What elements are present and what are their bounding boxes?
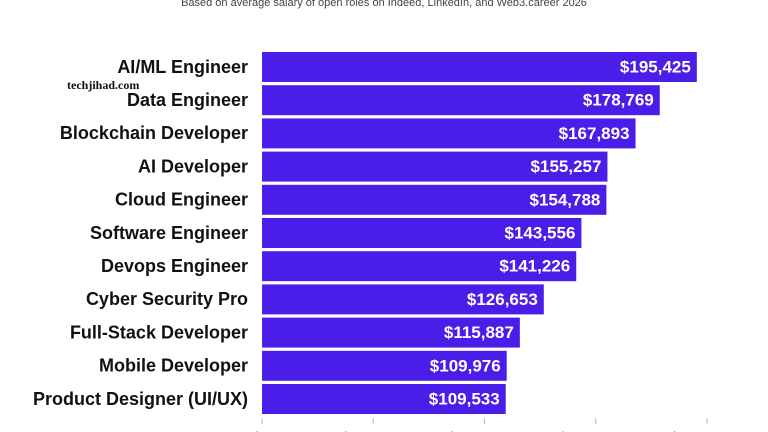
y-tick-label: Data Engineer — [127, 90, 248, 110]
bar — [262, 184, 607, 215]
y-tick-label: Devops Engineer — [101, 256, 248, 276]
x-tick-label: $0 — [252, 429, 272, 432]
bar — [262, 118, 636, 149]
bar — [262, 284, 544, 315]
value-label: $126,653 — [467, 290, 538, 309]
bar — [262, 350, 507, 381]
bar — [262, 151, 608, 182]
value-label: $155,257 — [531, 157, 602, 176]
y-tick-label: Full-Stack Developer — [70, 322, 248, 342]
value-label: $109,976 — [430, 356, 501, 375]
y-tick-label: Product Designer (UI/UX) — [33, 389, 248, 409]
y-tick-label: Cloud Engineer — [115, 190, 248, 210]
value-label: $167,893 — [559, 124, 630, 143]
chart-subtitle: Based on average salary of open roles on… — [181, 0, 587, 9]
y-tick-label: AI/ML Engineer — [117, 57, 248, 77]
x-tick-label: $150,000 — [558, 429, 633, 432]
value-label: $143,556 — [505, 223, 576, 242]
value-label: $109,533 — [429, 389, 500, 408]
x-tick-label: $50,000 — [341, 429, 406, 432]
value-label: $115,887 — [444, 323, 514, 342]
bar — [262, 317, 520, 348]
value-label: $178,769 — [583, 91, 654, 110]
y-tick-label: Cyber Security Pro — [86, 289, 248, 309]
y-tick-label: Mobile Developer — [99, 356, 248, 376]
bar — [262, 384, 506, 414]
value-label: $141,226 — [499, 257, 570, 276]
x-tick-label: $100,000 — [447, 429, 522, 432]
y-tick-label: AI Developer — [138, 156, 248, 176]
y-tick-label: Software Engineer — [90, 223, 248, 243]
value-label: $154,788 — [529, 190, 600, 209]
x-tick-label: $200,000 — [669, 429, 744, 432]
value-label: $195,425 — [620, 57, 691, 76]
bar — [262, 52, 697, 82]
watermark: techjihad.com — [67, 78, 139, 92]
bar — [262, 218, 582, 248]
bar — [262, 85, 660, 116]
y-tick-label: Blockchain Developer — [60, 123, 248, 143]
bar — [262, 251, 577, 282]
